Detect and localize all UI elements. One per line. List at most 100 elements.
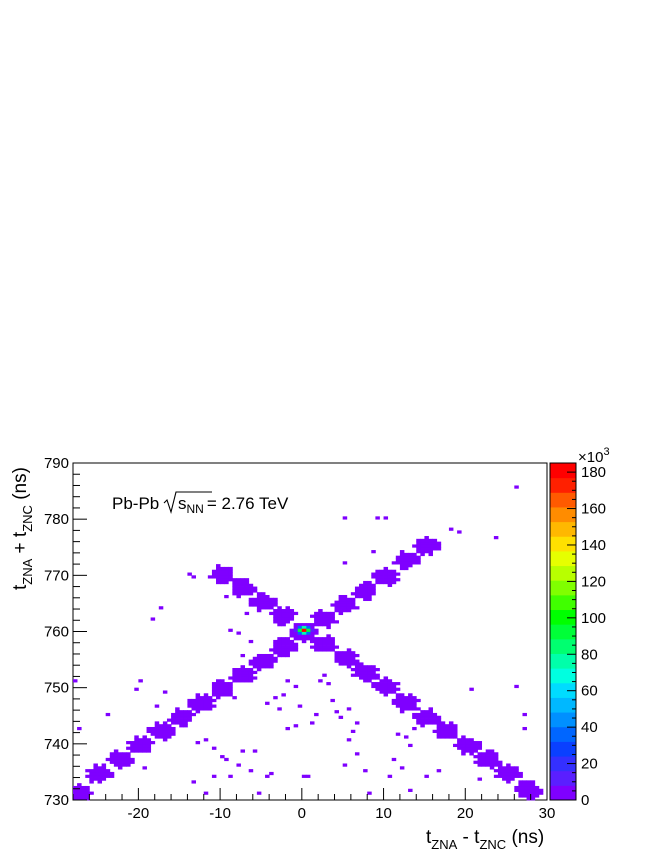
color-scale-band (550, 594, 576, 611)
heatmap-bin (256, 653, 262, 658)
color-scale-band (550, 770, 576, 786)
heatmap-bin (236, 594, 241, 599)
heatmap-bin (265, 603, 270, 607)
heatmap-bin (293, 645, 299, 649)
heatmap-bin (420, 544, 425, 548)
heatmap-bin (203, 707, 209, 711)
heatmap-bin (428, 721, 433, 725)
heatmap-bin (301, 637, 307, 641)
heatmap-bin (514, 766, 519, 770)
heatmap-bin (130, 746, 135, 750)
heatmap-bin (350, 592, 356, 596)
heatmap-bin (187, 715, 192, 719)
heatmap-bin (318, 639, 323, 644)
heatmap-bin (130, 741, 135, 745)
heatmap-bin (522, 712, 527, 717)
heatmap-bin (281, 639, 286, 644)
heatmap-bin (518, 774, 523, 778)
heatmap-bin (240, 578, 246, 582)
heatmap-bin (240, 668, 246, 672)
heatmap-bin (281, 642, 286, 646)
heatmap-bin (416, 555, 421, 559)
z-tick-label: 100 (581, 610, 606, 627)
heatmap-bin (285, 637, 290, 641)
heatmap-bin (97, 769, 103, 773)
heatmap-bin (113, 755, 119, 759)
heatmap-bin (497, 763, 503, 767)
heatmap-bin (346, 653, 352, 658)
heatmap-bin (248, 589, 254, 593)
heatmap-bin (265, 594, 270, 599)
heatmap-bin (522, 785, 527, 790)
color-scale-band (550, 785, 576, 801)
heatmap-bin (97, 771, 103, 776)
heatmap-bin (195, 707, 201, 711)
heatmap-bin (383, 684, 389, 689)
heatmap-bin (493, 760, 499, 764)
heatmap-bin (334, 600, 340, 604)
heatmap-bin (117, 760, 123, 764)
heatmap-bin (485, 752, 491, 756)
heatmap-bin (207, 707, 213, 711)
heatmap-bin (216, 569, 221, 573)
heatmap-bin (350, 597, 356, 602)
heatmap-bin (85, 785, 90, 790)
heatmap-bin (469, 752, 474, 756)
heatmap-bin (436, 726, 442, 731)
heatmap-bin (416, 544, 421, 548)
heatmap-bin (105, 769, 111, 773)
heatmap-bin (224, 684, 229, 689)
heatmap-bin (395, 555, 401, 559)
heatmap-bin (526, 791, 532, 795)
heatmap-bin (122, 755, 127, 759)
heatmap-bin (256, 659, 262, 663)
heatmap-bin (191, 704, 196, 708)
heatmap-bin (285, 614, 290, 618)
heatmap-bin (497, 774, 503, 778)
heatmap-bin (134, 749, 139, 753)
heatmap-bin (285, 611, 290, 616)
heatmap-bin (220, 572, 225, 576)
heatmap-bin (273, 651, 278, 655)
heatmap-bin (297, 631, 303, 635)
heatmap-bin (518, 785, 523, 790)
heatmap-bin (387, 578, 393, 582)
heatmap-bin (379, 682, 384, 686)
heatmap-bin (359, 676, 364, 680)
heatmap-bin (461, 746, 466, 750)
heatmap-bin (346, 597, 352, 602)
heatmap-bin (354, 659, 360, 663)
heatmap-bin (363, 594, 368, 599)
heatmap-bin (289, 645, 295, 649)
heatmap-bin (428, 541, 433, 545)
x-tick-label: -20 (128, 805, 150, 822)
heatmap-bin (416, 718, 421, 722)
heatmap-bin (318, 637, 323, 641)
heatmap-bin (191, 575, 196, 579)
heatmap-bin (142, 743, 147, 748)
heatmap-bin (285, 648, 290, 652)
heatmap-bin (391, 561, 397, 565)
heatmap-bin (256, 791, 262, 795)
heatmap-bin (526, 783, 532, 787)
heatmap-bin (207, 704, 213, 708)
heatmap-bin (232, 578, 237, 582)
heatmap-bin (81, 797, 86, 801)
heatmap-bin (260, 592, 266, 596)
heatmap-bin (281, 693, 286, 697)
heatmap-bin (395, 701, 401, 705)
heatmap-bin (334, 606, 340, 610)
heatmap-bin (391, 757, 397, 762)
heatmap-bin (240, 580, 246, 585)
heatmap-bin (518, 788, 523, 792)
heatmap-bin (211, 698, 217, 703)
heatmap-bin (354, 668, 360, 672)
heatmap-bin (305, 774, 311, 778)
heatmap-bin (146, 729, 152, 733)
heatmap-bin (477, 752, 483, 756)
heatmap-bin (391, 572, 397, 576)
heatmap-bin (363, 583, 368, 587)
heatmap-bin (428, 715, 433, 719)
heatmap-bin (481, 755, 487, 759)
heatmap-bin (175, 707, 180, 711)
